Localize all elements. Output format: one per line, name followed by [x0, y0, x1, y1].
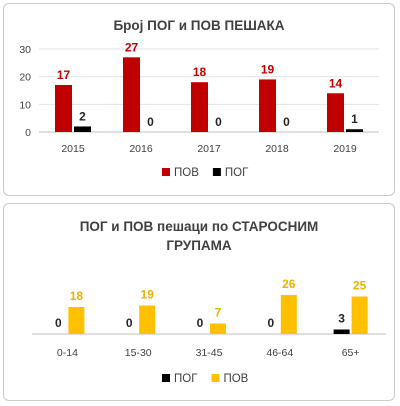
- data-label: 0: [126, 316, 133, 330]
- data-label: 27: [125, 40, 139, 54]
- data-label: 14: [329, 76, 343, 90]
- x-tick-label: 2017: [197, 143, 221, 155]
- x-tick-label: 46-64: [266, 347, 293, 359]
- data-label: 2: [79, 109, 86, 123]
- chart-title: Број ПОГ и ПОВ ПЕШАКА: [113, 18, 285, 33]
- legend-swatch: [212, 168, 221, 176]
- bar: [351, 296, 368, 334]
- data-label: 18: [193, 65, 207, 79]
- bar: [123, 57, 140, 132]
- data-label: 25: [353, 279, 367, 293]
- x-tick-label: 2015: [61, 143, 85, 155]
- data-label: 0: [267, 316, 274, 330]
- bar: [327, 93, 344, 132]
- data-label: 0: [215, 115, 222, 129]
- bar: [259, 79, 276, 132]
- data-label: 19: [261, 62, 275, 76]
- x-tick-label: 15-30: [125, 347, 152, 359]
- chart-title-line-1: ПОГ и ПОВ пешаци по СТАРОСНИМ: [79, 219, 319, 234]
- bar: [280, 295, 297, 334]
- bar: [139, 305, 156, 334]
- y-tick-label: 30: [19, 44, 31, 56]
- legend-label: ПОВ: [223, 373, 248, 385]
- chart-panel-yearly: Број ПОГ и ПОВ ПЕШАКА 0 10 20 30 17 2 2015 27 0 2…: [3, 3, 395, 196]
- bar: [191, 82, 208, 132]
- bar: [210, 323, 226, 334]
- data-label: 19: [141, 288, 155, 302]
- legend-swatch: [162, 374, 170, 382]
- data-label: 7: [215, 306, 222, 320]
- legend-swatch: [162, 168, 170, 176]
- legend-label: ПОГ: [225, 167, 249, 179]
- data-label: 0: [147, 115, 154, 129]
- legend-label: ПОГ: [174, 373, 198, 385]
- yearly-bar-chart: 0 10 20 30 17 2 2015 27 0 2016 18 0 2017 19 0 2018 14 1 20…: [19, 40, 379, 179]
- legend-swatch: [211, 374, 220, 382]
- y-tick-label: 0: [25, 127, 31, 139]
- y-tick-label: 20: [19, 72, 31, 84]
- bar: [346, 129, 363, 132]
- x-tick-label: 2019: [333, 143, 357, 155]
- x-tick-label: 2016: [129, 143, 153, 155]
- chart-title-line-2: ГРУПАМА: [166, 238, 232, 253]
- legend-label: ПОВ: [174, 167, 199, 179]
- data-label: 17: [57, 68, 71, 82]
- data-label: 18: [70, 289, 84, 303]
- x-tick-label: 0-14: [57, 347, 78, 359]
- data-label: 0: [283, 115, 290, 129]
- bar: [74, 126, 91, 132]
- y-tick-label: 10: [19, 99, 31, 111]
- bar: [55, 84, 72, 132]
- data-label: 0: [197, 316, 204, 330]
- x-tick-label: 31-45: [196, 347, 223, 359]
- bar: [68, 307, 85, 334]
- data-label: 26: [282, 277, 296, 291]
- data-label: 3: [338, 312, 345, 326]
- x-tick-label: 65+: [342, 347, 360, 359]
- data-label: 0: [55, 316, 62, 330]
- bar: [333, 329, 350, 334]
- x-tick-label: 2018: [265, 143, 289, 155]
- data-label: 1: [351, 112, 358, 126]
